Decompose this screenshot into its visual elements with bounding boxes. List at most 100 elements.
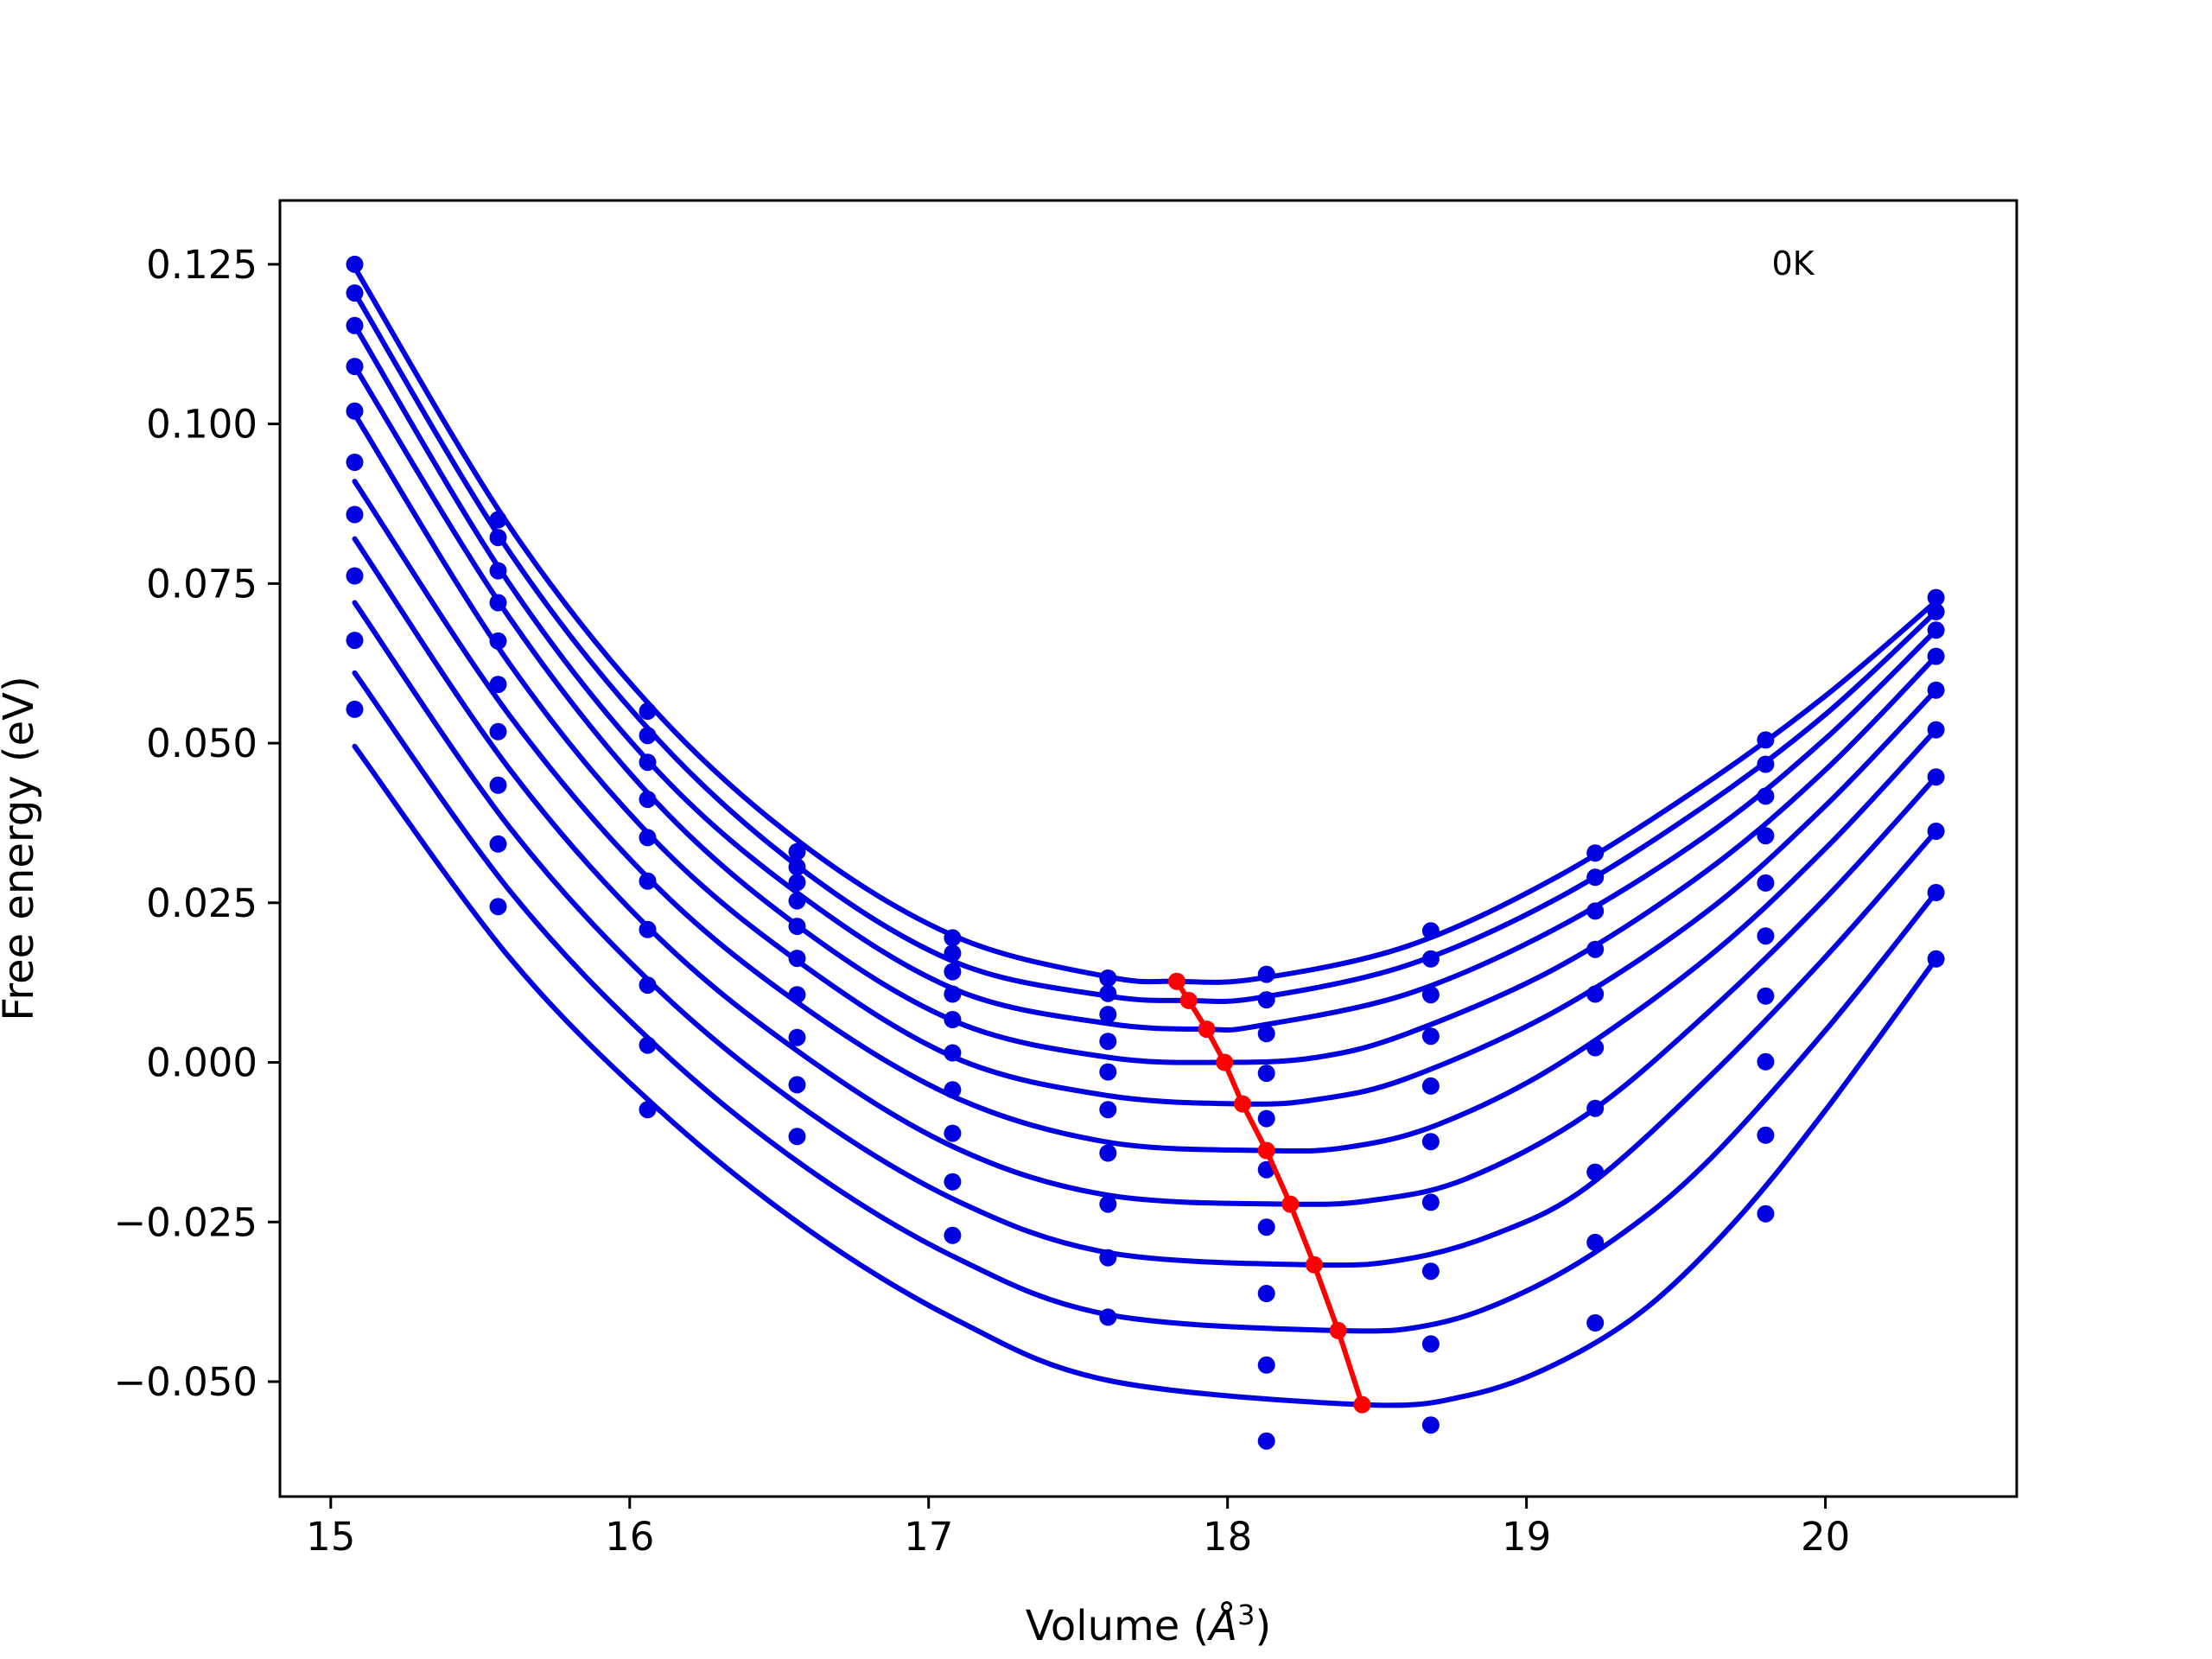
data-point xyxy=(788,1028,806,1046)
data-point xyxy=(1927,768,1945,786)
data-point xyxy=(489,511,507,529)
minimum-point xyxy=(1281,1195,1300,1213)
data-point xyxy=(1257,991,1275,1009)
y-tick-label: 0.075 xyxy=(146,561,257,607)
data-point xyxy=(1421,1416,1440,1434)
data-points xyxy=(346,255,1945,1450)
data-point xyxy=(788,842,806,861)
data-point xyxy=(1927,602,1945,620)
data-point xyxy=(1421,1027,1440,1046)
data-point xyxy=(1757,1052,1775,1071)
data-point xyxy=(1257,1285,1275,1302)
y-tick-label: 0.000 xyxy=(146,1040,257,1086)
data-point xyxy=(489,632,507,650)
x-axis-label: Volume (Å3) xyxy=(1026,1599,1271,1650)
x-tick-label: 20 xyxy=(1801,1514,1850,1560)
data-point xyxy=(639,1101,657,1119)
y-tick-label: 0.050 xyxy=(146,721,257,766)
data-point xyxy=(346,255,364,273)
data-point xyxy=(1421,1335,1440,1353)
data-point xyxy=(788,918,806,936)
data-point xyxy=(1586,1163,1605,1181)
fit-curve-8 xyxy=(352,600,1939,1268)
data-point xyxy=(489,676,507,694)
minimum-point xyxy=(1306,1255,1323,1274)
data-point xyxy=(1927,588,1945,607)
data-point xyxy=(1757,731,1775,749)
data-point xyxy=(1757,987,1775,1005)
data-point xyxy=(1257,1109,1275,1128)
data-point xyxy=(788,950,806,968)
data-point xyxy=(489,529,507,547)
data-point xyxy=(639,753,657,772)
y-axis-label: Free energy (eV) xyxy=(0,676,43,1020)
minimum-point xyxy=(1216,1053,1234,1071)
fit-curves xyxy=(352,264,1939,1408)
data-point xyxy=(944,1124,962,1142)
fit-curve-5 xyxy=(352,411,1939,1107)
minimum-point xyxy=(1329,1321,1347,1339)
data-point xyxy=(639,727,657,745)
data-point xyxy=(1757,787,1775,805)
data-point xyxy=(1586,1233,1605,1251)
data-point xyxy=(1757,755,1775,773)
data-point xyxy=(639,872,657,890)
data-point xyxy=(1927,950,1945,968)
data-point xyxy=(1099,1144,1117,1162)
data-point xyxy=(1586,902,1605,920)
data-point xyxy=(1586,844,1605,862)
x-tick-label: 19 xyxy=(1502,1514,1551,1560)
data-point xyxy=(1421,986,1440,1004)
data-point xyxy=(944,1044,962,1062)
data-point xyxy=(788,1128,806,1146)
data-point xyxy=(788,892,806,910)
data-point xyxy=(1927,884,1945,901)
minimum-point xyxy=(1198,1020,1216,1039)
data-point xyxy=(944,929,962,947)
minimum-point xyxy=(1257,1141,1275,1160)
data-point xyxy=(1099,1063,1117,1081)
data-point xyxy=(1586,1039,1605,1057)
data-point xyxy=(1257,965,1275,983)
data-point xyxy=(944,1226,962,1244)
data-point xyxy=(1099,1195,1117,1213)
data-point xyxy=(1927,647,1945,665)
data-point xyxy=(489,898,507,916)
data-point xyxy=(1421,950,1440,968)
data-point xyxy=(1257,1356,1275,1374)
data-point xyxy=(346,358,364,376)
data-point xyxy=(1586,1314,1605,1332)
data-point xyxy=(489,722,507,741)
data-point xyxy=(639,702,657,721)
minimum-point xyxy=(1167,972,1185,990)
data-point xyxy=(1586,868,1605,887)
data-point xyxy=(944,963,962,981)
data-point xyxy=(346,402,364,420)
temperature-annotation: 0K xyxy=(1771,245,1815,283)
fit-curve-6 xyxy=(352,479,1939,1154)
data-point xyxy=(346,454,364,471)
y-tick-label: −0.025 xyxy=(113,1199,257,1245)
data-point xyxy=(1421,1193,1440,1211)
data-point xyxy=(1421,922,1440,940)
data-point xyxy=(639,920,657,938)
data-point xyxy=(346,700,364,718)
data-point xyxy=(1257,1025,1275,1043)
data-point xyxy=(1927,823,1945,840)
data-point xyxy=(1099,969,1117,987)
data-point xyxy=(944,1173,962,1191)
data-point xyxy=(346,632,364,650)
data-point xyxy=(1421,1077,1440,1095)
data-point xyxy=(788,1076,806,1094)
minimum-point xyxy=(1353,1395,1371,1414)
y-tick-label: 0.025 xyxy=(146,880,257,926)
fit-curve-3 xyxy=(352,322,1939,1033)
minima-curve xyxy=(1167,972,1371,1414)
plot-frame xyxy=(278,199,2018,1498)
data-point xyxy=(1586,1099,1605,1117)
fit-curve-7 xyxy=(352,536,1939,1207)
data-point xyxy=(489,835,507,853)
data-point xyxy=(346,567,364,585)
